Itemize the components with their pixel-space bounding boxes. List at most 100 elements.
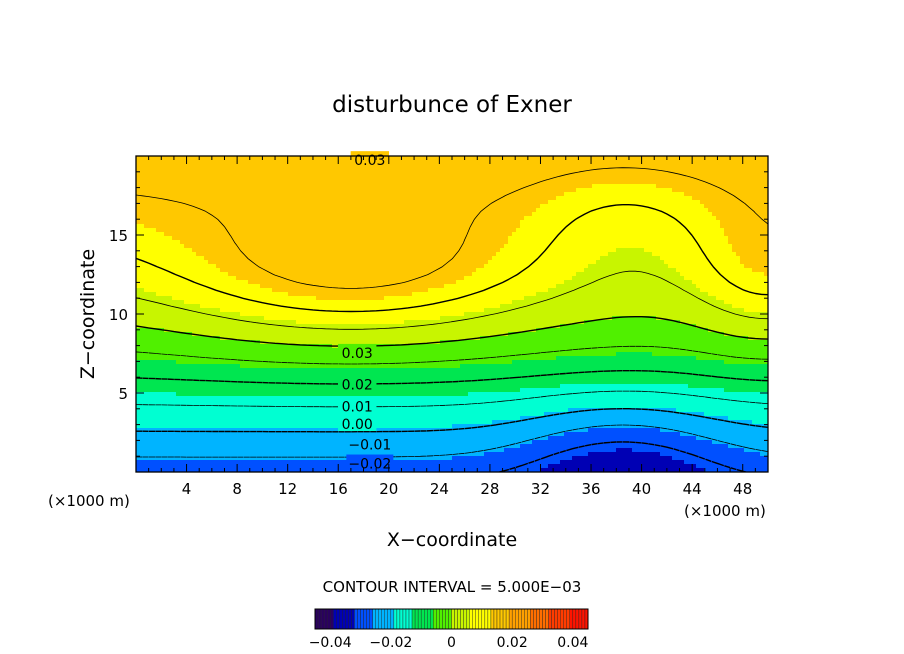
field-cell — [284, 260, 289, 265]
field-cell — [752, 164, 757, 169]
field-cell — [160, 204, 165, 209]
field-cell — [224, 264, 229, 269]
field-cell — [304, 180, 309, 185]
field-cell — [548, 188, 553, 193]
field-cell — [196, 220, 201, 225]
field-cell — [548, 200, 553, 205]
field-cell — [484, 276, 489, 281]
field-cell — [656, 240, 661, 245]
field-cell — [296, 268, 301, 273]
field-cell — [136, 180, 141, 185]
field-cell — [284, 164, 289, 169]
field-cell — [316, 252, 321, 257]
field-cell — [584, 188, 589, 193]
field-cell — [536, 212, 541, 217]
field-cell — [196, 268, 201, 273]
field-cell — [696, 252, 701, 257]
field-cell — [656, 172, 661, 177]
field-cell — [416, 268, 421, 273]
field-cell — [424, 252, 429, 257]
field-cell — [164, 204, 169, 209]
field-cell — [544, 180, 549, 185]
field-cell — [160, 272, 165, 277]
field-cell — [544, 160, 549, 165]
field-cell — [728, 184, 733, 189]
field-cell — [364, 280, 369, 285]
field-cell — [348, 204, 353, 209]
field-cell — [328, 164, 333, 169]
field-cell — [576, 212, 581, 217]
field-cell — [700, 212, 705, 217]
field-cell — [436, 216, 441, 221]
field-cell — [272, 224, 277, 229]
field-cell — [384, 244, 389, 249]
field-cell — [684, 264, 689, 269]
field-cell — [524, 204, 529, 209]
field-cell — [580, 164, 585, 169]
field-cell — [640, 272, 645, 277]
field-cell — [584, 196, 589, 201]
field-cell — [428, 212, 433, 217]
field-cell — [624, 168, 629, 173]
field-cell — [380, 216, 385, 221]
field-cell — [412, 220, 417, 225]
field-cell — [656, 212, 661, 217]
field-cell — [580, 268, 585, 273]
field-cell — [684, 216, 689, 221]
field-cell — [764, 188, 768, 193]
field-cell — [372, 236, 377, 241]
field-cell — [492, 244, 497, 249]
field-cell — [412, 180, 417, 185]
field-cell — [264, 184, 269, 189]
field-cell — [700, 180, 705, 185]
field-cell — [632, 208, 637, 213]
field-cell — [640, 188, 645, 193]
field-cell — [160, 232, 165, 237]
field-cell — [712, 180, 717, 185]
field-cell — [148, 172, 153, 177]
field-cell — [696, 248, 701, 253]
field-cell — [524, 276, 529, 281]
field-cell — [196, 252, 201, 257]
field-cell — [764, 272, 768, 277]
field-cell — [736, 248, 741, 253]
field-cell — [608, 232, 613, 237]
field-cell — [452, 280, 457, 285]
field-cell — [744, 200, 749, 205]
field-cell — [264, 280, 269, 285]
field-cell — [744, 272, 749, 277]
field-cell — [648, 276, 653, 281]
field-cell — [312, 184, 317, 189]
field-cell — [384, 176, 389, 181]
field-cell — [508, 192, 513, 197]
field-cell — [528, 244, 533, 249]
field-cell — [492, 200, 497, 205]
field-cell — [664, 172, 669, 177]
field-cell — [284, 248, 289, 253]
field-cell — [204, 200, 209, 205]
field-cell — [460, 240, 465, 245]
field-cell — [628, 192, 633, 197]
field-cell — [728, 160, 733, 165]
field-cell — [624, 272, 629, 277]
field-cell — [628, 232, 633, 237]
field-cell — [256, 248, 261, 253]
field-cell — [324, 172, 329, 177]
field-cell — [540, 160, 545, 165]
field-cell — [688, 228, 693, 233]
field-cell — [308, 220, 313, 225]
field-cell — [376, 204, 381, 209]
field-cell — [660, 228, 665, 233]
field-cell — [560, 268, 565, 273]
field-cell — [468, 268, 473, 273]
field-cell — [288, 164, 293, 169]
field-cell — [716, 208, 721, 213]
field-cell — [148, 200, 153, 205]
field-cell — [600, 256, 605, 261]
field-cell — [420, 176, 425, 181]
field-cell — [512, 164, 517, 169]
field-cell — [756, 248, 761, 253]
field-cell — [584, 156, 589, 161]
field-cell — [540, 260, 545, 265]
field-cell — [424, 160, 429, 165]
